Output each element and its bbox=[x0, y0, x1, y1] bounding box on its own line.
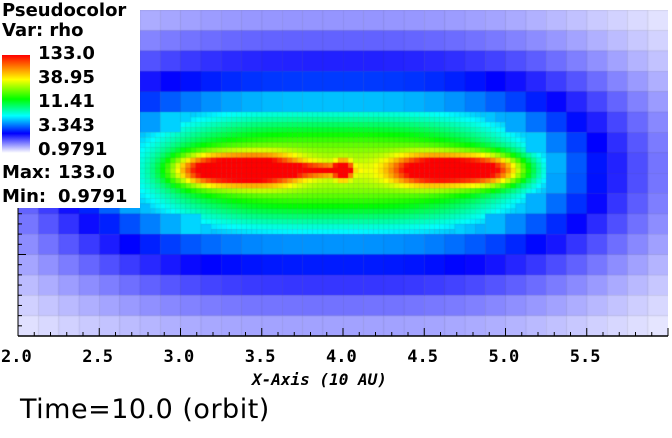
legend-max-label: Max: bbox=[2, 162, 51, 183]
x-tick-label: 5.5 bbox=[569, 347, 601, 367]
legend-plot-type: Pseudocolor bbox=[2, 0, 127, 21]
legend-variable: Var: rho bbox=[2, 20, 84, 41]
x-tick-label: 2.0 bbox=[1, 347, 32, 367]
legend: Pseudocolor Var: rho 133.0 38.95 11.41 3… bbox=[0, 2, 140, 208]
colorbar-tick-label: 11.41 bbox=[38, 91, 95, 112]
colorbar-tick-label: 133.0 bbox=[38, 43, 95, 64]
time-annotation: Time=10.0 (orbit) bbox=[20, 394, 270, 425]
colorbar-tick-label: 3.343 bbox=[38, 115, 95, 136]
legend-min-value: 0.9791 bbox=[58, 186, 128, 207]
colorbar bbox=[2, 55, 30, 153]
x-tick-label: 4.0 bbox=[326, 347, 357, 367]
x-axis-title: X-Axis (10 AU) bbox=[252, 370, 387, 389]
x-tick-label: 3.5 bbox=[244, 347, 276, 367]
colorbar-tick-label: 38.95 bbox=[38, 67, 95, 88]
x-tick-label: 4.5 bbox=[407, 347, 438, 367]
colorbar-tick-label: 0.9791 bbox=[38, 139, 108, 160]
legend-min-label: Min: bbox=[2, 186, 47, 207]
x-tick-label: 3.0 bbox=[163, 347, 195, 367]
x-tick-label: 2.5 bbox=[82, 347, 113, 367]
legend-max-value: 133.0 bbox=[58, 162, 115, 183]
x-tick-label: 5.0 bbox=[488, 347, 520, 367]
